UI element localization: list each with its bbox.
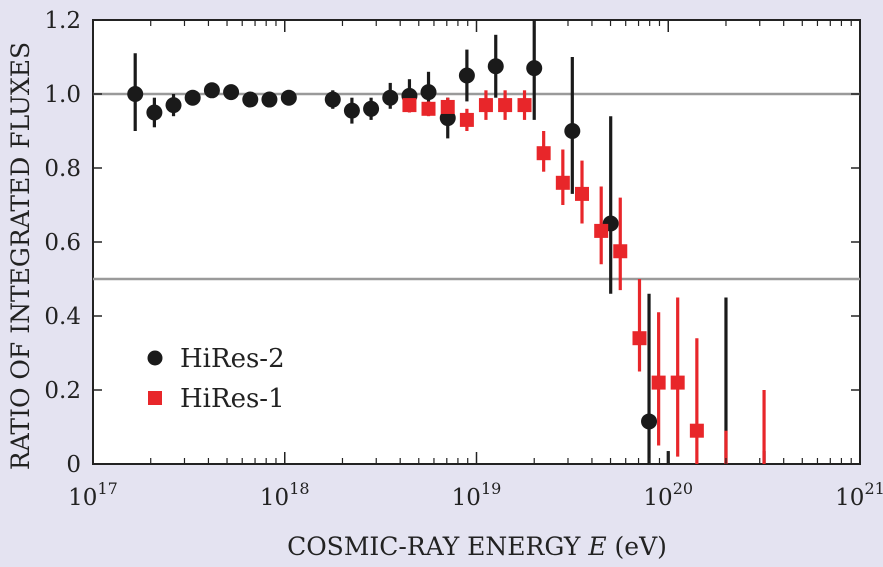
data-point-hires-2 (420, 84, 437, 101)
data-point-hires-2 (439, 110, 456, 127)
data-point-hires-1 (613, 244, 628, 259)
data-point-hires-2 (487, 58, 504, 75)
y-tick-label: 0.6 (44, 230, 81, 256)
data-point-hires-2 (242, 91, 259, 108)
data-point-hires-2 (641, 413, 658, 430)
legend-label-hires-1: HiRes-1 (180, 384, 285, 414)
data-point-hires-1 (459, 112, 474, 127)
data-point-hires-1 (536, 146, 551, 161)
legend: HiRes-2 HiRes-1 (147, 344, 285, 414)
data-point-hires-2 (526, 60, 543, 77)
data-point-hires-2 (223, 84, 240, 101)
x-axis-label-main: COSMIC-RAY ENERGY (287, 532, 588, 561)
data-point-hires-2 (280, 89, 297, 106)
reference-lines (93, 92, 860, 281)
y-tick-label: 0.2 (44, 378, 81, 404)
data-point-hires-1 (498, 98, 513, 113)
legend-label-hires-2: HiRes-2 (180, 344, 285, 374)
data-point-hires-2 (261, 91, 278, 108)
data-point-hires-1 (421, 101, 436, 116)
data-point-hires-2 (382, 89, 399, 106)
y-tick-label: 0.8 (44, 156, 81, 182)
data-point-hires-1 (689, 423, 704, 438)
data-point-hires-2 (343, 102, 360, 119)
data-point-hires-1 (555, 175, 570, 190)
axis-ticks (92, 19, 861, 465)
data-point-hires-2 (165, 97, 182, 114)
x-tick-label: 1017 (68, 479, 118, 511)
x-tick-label: 1018 (260, 479, 310, 511)
y-axis-label: RATIO OF INTEGRATED FLUXES (6, 42, 35, 470)
data-point-hires-2 (127, 86, 144, 102)
data-point-hires-1 (651, 375, 666, 390)
x-tick-label: 1020 (643, 479, 693, 511)
data-point-hires-2 (363, 100, 380, 117)
tick-labels: 0 0.2 0.4 0.6 0.8 1.0 1.2 1017 1018 1019 1020 1021 (44, 8, 883, 511)
data-point-hires-1 (632, 331, 647, 346)
data-point-hires-1 (575, 186, 590, 201)
x-axis-label: COSMIC-RAY ENERGY E (eV) (287, 532, 667, 561)
y-tick-label: 1.0 (44, 82, 81, 108)
data-point-hires-2 (564, 123, 581, 139)
data-point-hires-1 (440, 99, 455, 114)
data-point-hires-2 (203, 82, 220, 99)
x-tick-label: 1019 (452, 479, 502, 511)
data-point-hires-1 (670, 375, 685, 390)
data-point-hires-1 (594, 223, 609, 238)
legend-marker-hires-1 (148, 391, 162, 405)
data-point-hires-2 (184, 89, 201, 106)
y-tick-label: 0.4 (44, 304, 81, 330)
data-point-hires-1 (402, 98, 417, 113)
data-point-hires-1 (517, 98, 532, 113)
data-point-hires-2 (458, 67, 475, 84)
x-axis-label-variable: E (587, 532, 606, 561)
data-markers (127, 58, 704, 438)
y-tick-label: 0 (66, 452, 81, 478)
x-axis-label-unit: (eV) (607, 532, 667, 561)
x-tick-label: 1021 (835, 479, 883, 511)
data-point-hires-2 (146, 104, 163, 121)
legend-marker-hires-2 (147, 350, 163, 366)
data-point-hires-1 (478, 98, 493, 113)
data-point-hires-2 (324, 91, 341, 108)
y-tick-label: 1.2 (44, 8, 81, 34)
